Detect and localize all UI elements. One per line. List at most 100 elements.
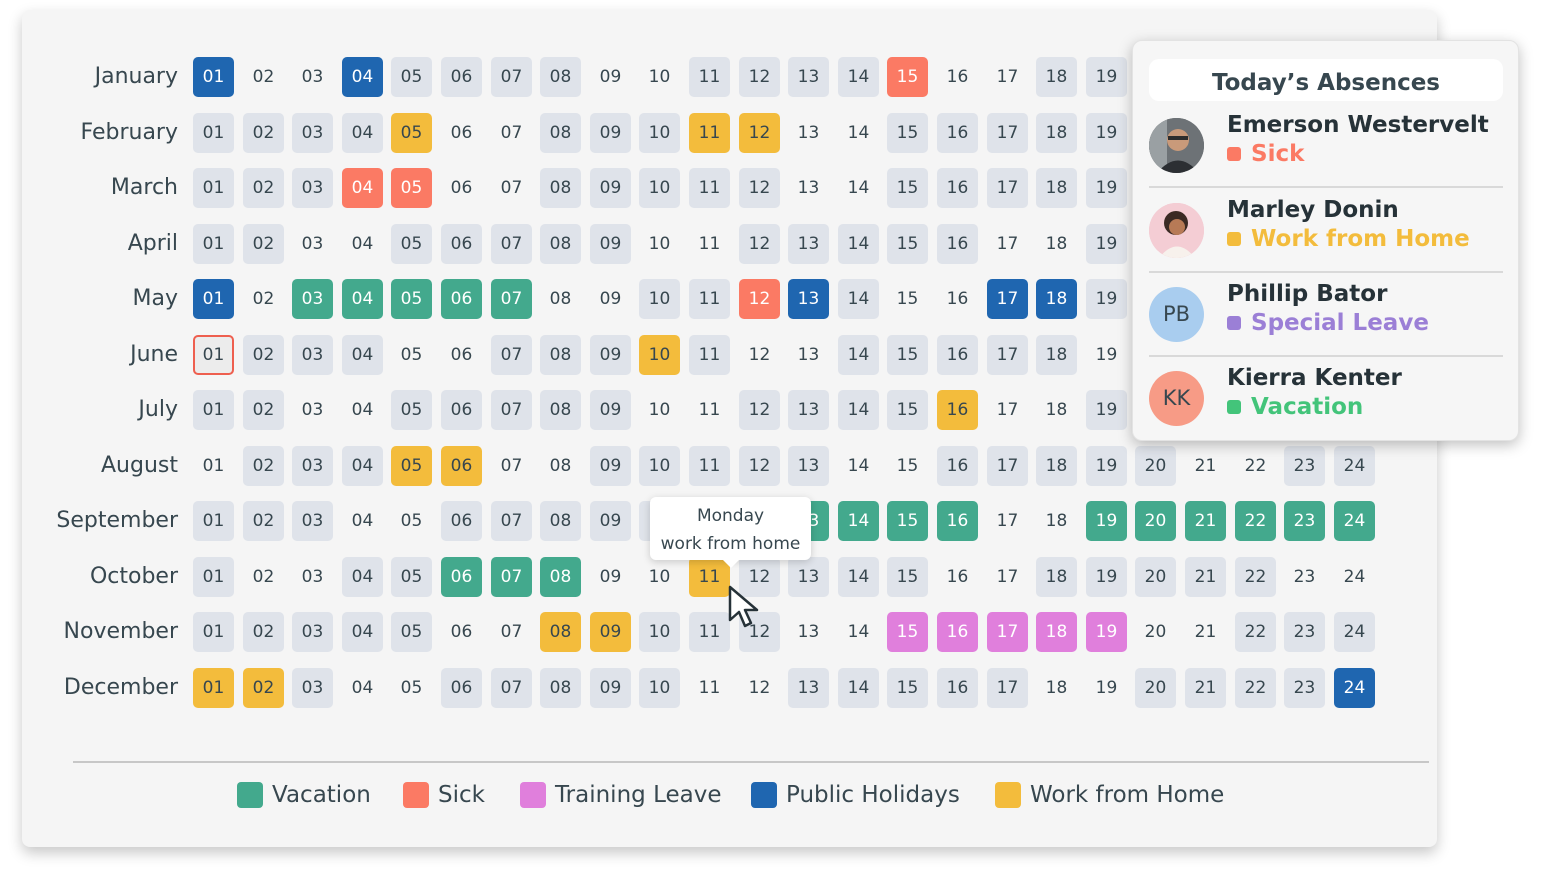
day-cell[interactable]: 15 [887,390,928,430]
day-cell[interactable]: 07 [491,279,532,319]
day-cell[interactable]: 24 [1334,501,1375,541]
day-cell[interactable]: 02 [243,446,284,486]
day-cell[interactable]: 16 [937,501,978,541]
day-cell[interactable]: 19 [1086,168,1127,208]
day-cell[interactable]: 05 [391,446,432,486]
day-cell[interactable]: 09 [590,668,631,708]
day-cell[interactable]: 19 [1086,557,1127,597]
day-cell[interactable]: 05 [391,279,432,319]
day-cell[interactable]: 14 [847,123,870,143]
day-cell[interactable]: 07 [500,622,523,642]
day-cell[interactable]: 03 [292,335,333,375]
day-cell[interactable]: 14 [838,57,879,97]
day-cell[interactable]: 17 [987,113,1028,153]
day-cell[interactable]: 06 [441,557,482,597]
day-cell[interactable]: 16 [946,567,969,587]
day-cell[interactable]: 01 [202,456,225,476]
day-cell[interactable]: 11 [689,57,730,97]
day-cell[interactable]: 15 [887,224,928,264]
day-cell[interactable]: 15 [887,113,928,153]
day-cell[interactable]: 11 [689,279,730,319]
day-cell[interactable]: 20 [1135,668,1176,708]
day-cell[interactable]: 01 [193,557,234,597]
day-cell[interactable]: 13 [788,668,829,708]
day-cell[interactable]: 15 [887,501,928,541]
day-cell[interactable]: 18 [1036,557,1077,597]
day-cell[interactable]: 06 [441,446,482,486]
day-cell[interactable]: 11 [689,168,730,208]
day-cell[interactable]: 04 [351,400,374,420]
day-cell[interactable]: 11 [689,335,730,375]
day-cell[interactable]: 07 [500,178,523,198]
day-cell[interactable]: 04 [342,168,383,208]
day-cell[interactable]: 06 [441,668,482,708]
day-cell[interactable]: 23 [1293,567,1316,587]
day-cell[interactable]: 18 [1036,612,1077,652]
day-cell[interactable]: 21 [1185,501,1226,541]
day-cell[interactable]: 04 [342,335,383,375]
day-cell[interactable]: 10 [639,335,680,375]
day-cell[interactable]: 20 [1144,622,1167,642]
day-cell[interactable]: 06 [450,345,473,365]
day-cell[interactable]: 21 [1194,456,1217,476]
day-cell[interactable]: 05 [400,678,423,698]
day-cell[interactable]: 03 [301,400,324,420]
day-cell[interactable]: 04 [342,279,383,319]
day-cell[interactable]: 13 [797,622,820,642]
day-cell[interactable]: 07 [491,668,532,708]
day-cell[interactable]: 09 [590,168,631,208]
day-cell[interactable]: 02 [243,168,284,208]
day-cell[interactable]: 09 [590,501,631,541]
day-cell[interactable]: 18 [1036,279,1077,319]
day-cell[interactable]: 03 [292,446,333,486]
day-cell[interactable]: 23 [1284,668,1325,708]
day-cell[interactable]: 06 [441,390,482,430]
day-cell[interactable]: 19 [1086,113,1127,153]
day-cell[interactable]: 17 [987,279,1028,319]
day-cell[interactable]: 02 [243,224,284,264]
day-cell[interactable]: 15 [887,168,928,208]
day-cell[interactable]: 12 [739,557,780,597]
day-cell[interactable]: 12 [739,168,780,208]
day-cell[interactable]: 09 [599,567,622,587]
day-cell[interactable]: 08 [540,335,581,375]
day-cell[interactable]: 14 [847,622,870,642]
day-cell[interactable]: 08 [540,612,581,652]
day-cell[interactable]: 03 [292,668,333,708]
day-cell[interactable]: 12 [739,113,780,153]
day-cell[interactable]: 04 [342,113,383,153]
day-cell[interactable]: 24 [1334,612,1375,652]
day-cell[interactable]: 01 [193,668,234,708]
day-cell[interactable]: 18 [1045,678,1068,698]
day-cell[interactable]: 13 [797,178,820,198]
day-cell[interactable]: 14 [838,557,879,597]
day-cell[interactable]: 09 [599,289,622,309]
day-cell[interactable]: 17 [987,335,1028,375]
day-cell[interactable]: 01 [193,279,234,319]
day-cell[interactable]: 08 [540,390,581,430]
day-cell[interactable]: 24 [1334,668,1375,708]
day-cell[interactable]: 02 [243,113,284,153]
day-cell[interactable]: 10 [648,400,671,420]
day-cell[interactable]: 02 [252,67,275,87]
day-cell[interactable]: 15 [896,289,919,309]
day-cell[interactable]: 03 [301,234,324,254]
day-cell[interactable]: 10 [639,446,680,486]
day-cell[interactable]: 18 [1036,335,1077,375]
day-cell[interactable]: 06 [450,178,473,198]
day-cell[interactable]: 16 [946,67,969,87]
day-cell[interactable]: 22 [1235,501,1276,541]
day-cell[interactable]: 09 [599,67,622,87]
day-cell[interactable]: 07 [491,57,532,97]
day-cell[interactable]: 09 [590,446,631,486]
day-cell[interactable]: 14 [847,178,870,198]
day-cell[interactable]: 08 [540,557,581,597]
day-cell[interactable]: 12 [739,279,780,319]
day-cell[interactable]: 09 [590,612,631,652]
day-cell[interactable]: 08 [540,501,581,541]
day-cell[interactable]: 02 [243,668,284,708]
day-cell[interactable]: 09 [590,224,631,264]
day-cell[interactable]: 05 [391,224,432,264]
day-cell[interactable]: 11 [698,678,721,698]
day-cell[interactable]: 23 [1284,612,1325,652]
